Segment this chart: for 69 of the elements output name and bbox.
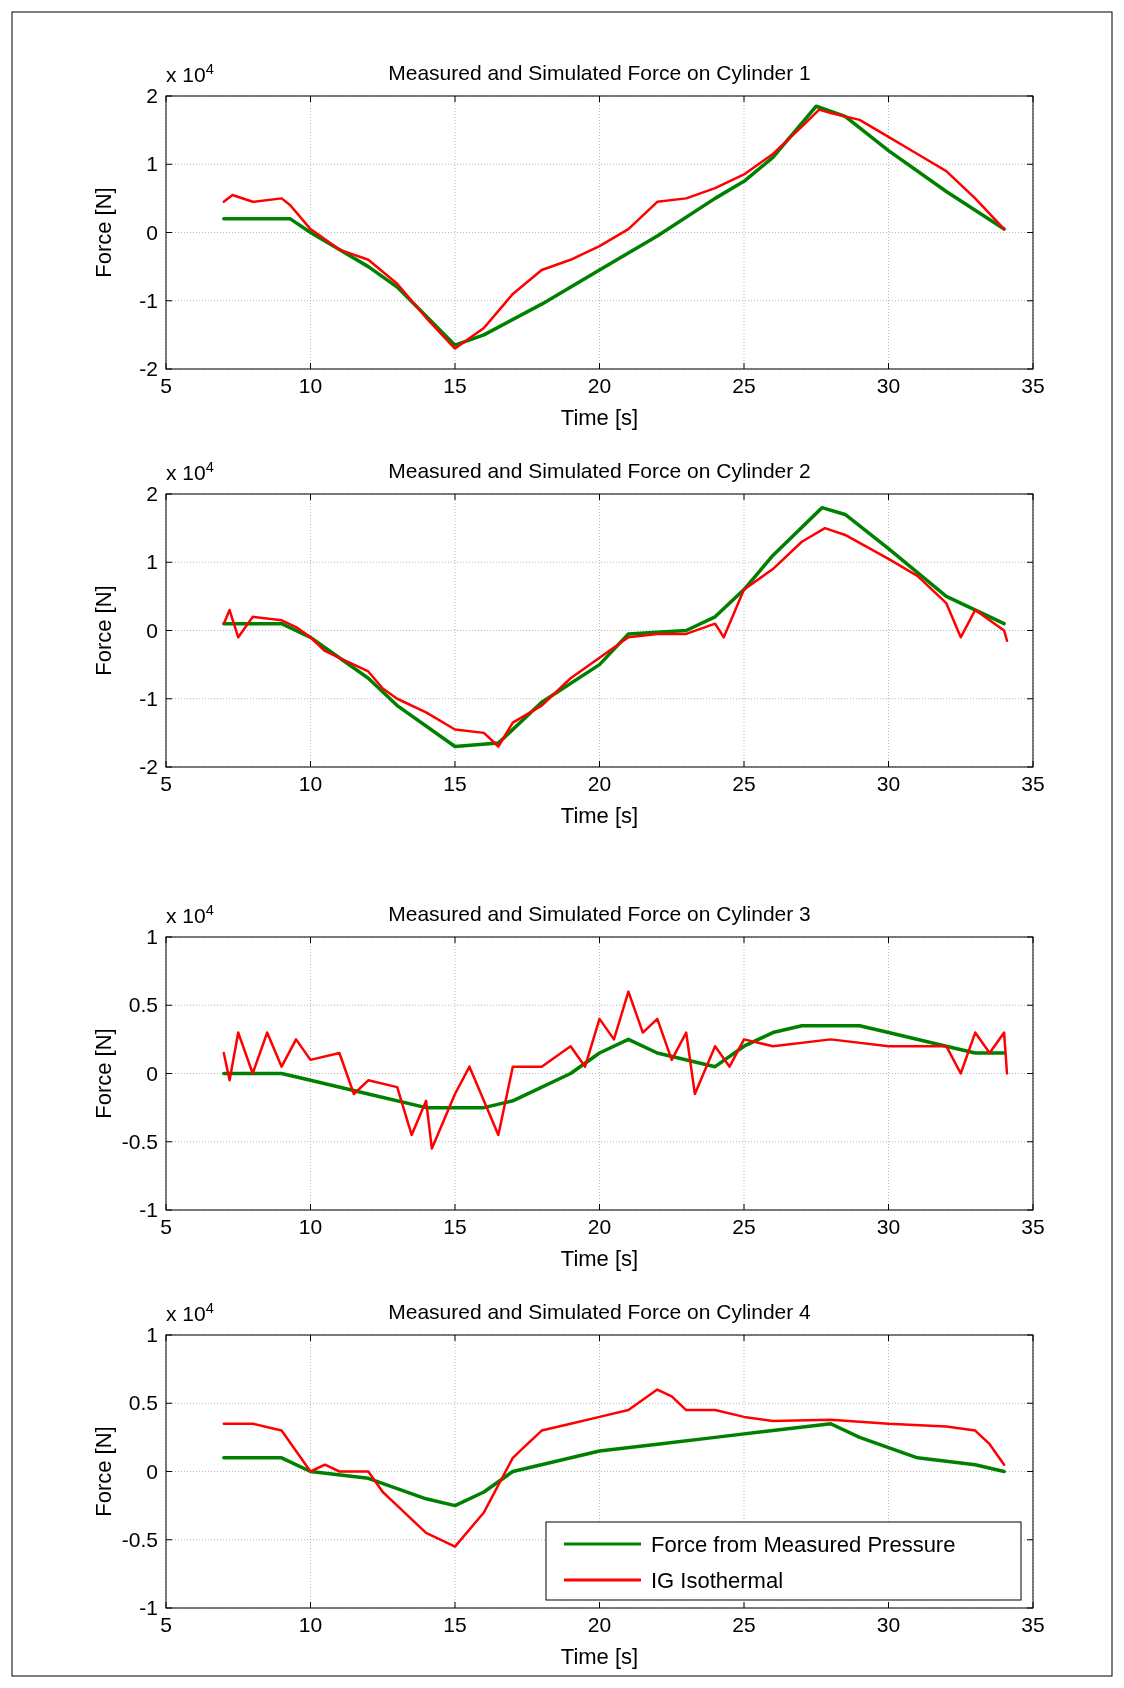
x-tick-label: 35 [1021, 1215, 1045, 1238]
y-tick-label: 1 [146, 550, 158, 574]
x-tick-label: 30 [876, 772, 901, 795]
x-tick-label: 5 [160, 772, 172, 795]
x-tick-label: 5 [160, 1613, 172, 1636]
y-tick-label: 1 [146, 1323, 158, 1346]
chart-title: Measured and Simulated Force on Cylinder 3 [388, 902, 811, 925]
x-tick-label: 30 [876, 1215, 901, 1238]
y-tick-label: -2 [139, 357, 158, 380]
x-tick-label: 25 [732, 772, 756, 795]
legend-label: IG Isothermal [651, 1568, 784, 1593]
x-tick-label: 30 [876, 1613, 901, 1636]
y-tick-label: 0.5 [128, 1391, 158, 1415]
line-series [222, 990, 1009, 1150]
x-axis-title: Time [s] [560, 803, 639, 828]
x-tick-label: 10 [298, 374, 323, 397]
x-tick-label: 10 [298, 1215, 323, 1238]
x-tick-label: 20 [587, 772, 612, 795]
x-axis-title: Time [s] [560, 1644, 639, 1669]
y-tick-label: -1 [139, 1198, 158, 1221]
x-tick-label: 35 [1021, 772, 1045, 795]
x-tick-label: 15 [443, 1613, 467, 1636]
x-tick-label: 20 [587, 374, 612, 397]
x-tick-label: 20 [587, 1613, 612, 1636]
y-tick-label: 1 [146, 152, 158, 176]
text: x 10$^{4}$ [166, 902, 214, 927]
text: x 10$^{4}$ [166, 61, 214, 86]
x-tick-label: 20 [587, 1215, 612, 1238]
y-tick-label: 0 [146, 1459, 158, 1483]
y-tick-label: 0.5 [128, 993, 158, 1017]
x-axis-title: Time [s] [560, 1246, 639, 1271]
x-tick-label: 30 [876, 374, 901, 397]
x-tick-label: 15 [443, 772, 467, 795]
text: x 10$^{4}$ [166, 1300, 214, 1325]
y-tick-label: 0 [146, 618, 158, 642]
y-tick-label: -1 [139, 1596, 158, 1619]
x-tick-label: 10 [298, 1613, 323, 1636]
y-axis-title: Force [N] [91, 1426, 116, 1517]
x-tick-label: 25 [732, 1613, 756, 1636]
x-axis-title: Time [s] [560, 405, 639, 430]
legend-label: Force from Measured Pressure [651, 1532, 956, 1557]
y-tick-label: -2 [139, 755, 158, 778]
x-tick-label: 25 [732, 374, 756, 397]
y-tick-label: -0.5 [121, 1527, 158, 1551]
x-tick-label: 5 [160, 1215, 172, 1238]
y-tick-label: 2 [146, 84, 158, 107]
x-tick-label: 25 [732, 1215, 756, 1238]
y-axis-title: Force [N] [91, 585, 116, 676]
line-series [222, 1023, 1006, 1110]
y-tick-label: 0 [146, 1061, 158, 1085]
y-tick-label: 2 [146, 482, 158, 505]
y-axis-title: Force [N] [91, 1028, 116, 1119]
y-tick-label: -1 [139, 686, 158, 710]
x-tick-label: 35 [1021, 1613, 1045, 1636]
y-tick-label: 1 [146, 925, 158, 948]
y-tick-label: -1 [139, 288, 158, 312]
x-tick-label: 35 [1021, 374, 1045, 397]
text: x 10$^{4}$ [166, 459, 214, 484]
y-tick-label: -0.5 [121, 1129, 158, 1153]
line-series [222, 1421, 1006, 1508]
y-axis-title: Force [N] [91, 187, 116, 278]
chart-title: Measured and Simulated Force on Cylinder 2 [388, 459, 811, 482]
x-tick-label: 10 [298, 772, 323, 795]
chart-title: Measured and Simulated Force on Cylinder 4 [388, 1300, 812, 1323]
x-tick-label: 15 [443, 1215, 467, 1238]
x-tick-label: 5 [160, 374, 172, 397]
x-tick-label: 15 [443, 374, 467, 397]
y-tick-label: 0 [146, 220, 158, 244]
chart-title: Measured and Simulated Force on Cylinder 1 [388, 61, 811, 84]
